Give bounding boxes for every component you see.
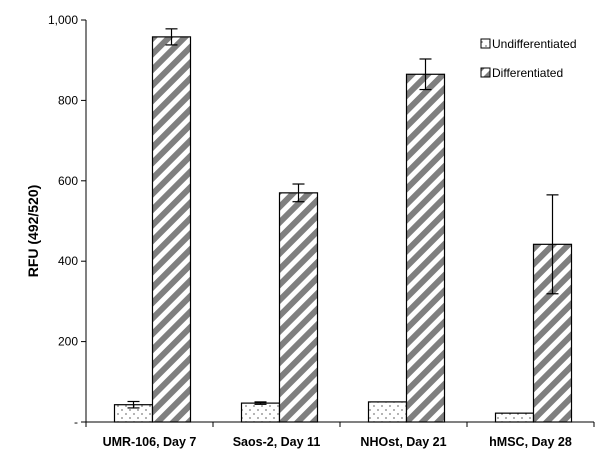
legend-label-differentiated: Differentiated [492, 66, 563, 80]
category-label: hMSC, Day 28 [489, 435, 572, 449]
error-bar [419, 58, 432, 91]
y-tick-label: 200 [58, 335, 78, 349]
y-tick-label: - [74, 415, 78, 429]
y-tick-label: 800 [58, 93, 78, 107]
y-axis-title: RFU (492/520) [25, 185, 41, 278]
y-axis: - 200 400 600 800 1,000 [48, 13, 87, 429]
bar-undifferentiated [494, 412, 535, 423]
error-bar [546, 194, 559, 295]
bars [113, 36, 573, 423]
x-axis [85, 421, 595, 427]
category-labels: UMR-106, Day 7 Saos-2, Day 11 NHOst, Day 2… [103, 435, 572, 449]
legend-swatch-undifferentiated [480, 38, 491, 49]
y-tick-label: 600 [58, 174, 78, 188]
bar-undifferentiated [367, 401, 408, 423]
category-label: NHOst, Day 21 [360, 435, 446, 449]
error-bar [292, 183, 305, 203]
error-bar [254, 401, 267, 405]
y-tick-label: 400 [58, 254, 78, 268]
error-bar [127, 400, 140, 409]
legend: Undifferentiated Differentiated [480, 37, 577, 80]
category-label: Saos-2, Day 11 [233, 435, 321, 449]
legend-swatch-differentiated [480, 67, 491, 78]
bar-differentiated [532, 243, 573, 423]
bar-differentiated [151, 36, 192, 423]
bar-undifferentiated [240, 402, 281, 423]
category-label: UMR-106, Day 7 [103, 435, 197, 449]
bar-differentiated [405, 73, 446, 423]
error-bars [127, 28, 559, 409]
legend-label-undifferentiated: Undifferentiated [492, 37, 577, 51]
error-bar [165, 28, 178, 46]
y-tick-label: 1,000 [48, 13, 78, 27]
bar-differentiated [278, 192, 319, 423]
